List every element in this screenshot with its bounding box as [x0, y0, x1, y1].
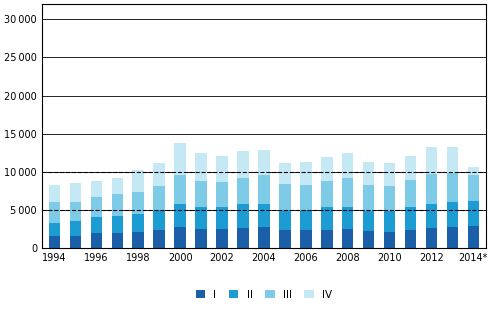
Bar	[70, 236, 81, 248]
Bar	[384, 232, 395, 248]
Bar	[154, 163, 165, 186]
Bar	[112, 195, 123, 216]
Bar	[90, 181, 102, 197]
Bar	[363, 185, 374, 211]
Bar	[70, 183, 81, 202]
Bar	[49, 185, 60, 202]
Bar	[342, 178, 354, 207]
Bar	[174, 227, 186, 248]
Bar	[321, 230, 332, 248]
Bar	[363, 211, 374, 231]
Bar	[174, 175, 186, 204]
Bar	[258, 204, 270, 227]
Bar	[342, 229, 354, 248]
Bar	[258, 227, 270, 248]
Bar	[154, 210, 165, 230]
Bar	[405, 207, 416, 230]
Bar	[300, 162, 312, 185]
Bar	[174, 143, 186, 175]
Bar	[112, 233, 123, 248]
Bar	[258, 175, 270, 204]
Bar	[468, 175, 479, 201]
Bar	[216, 207, 228, 229]
Bar	[405, 180, 416, 207]
Bar	[154, 230, 165, 248]
Bar	[70, 202, 81, 221]
Bar	[363, 162, 374, 185]
Bar	[321, 157, 332, 181]
Bar	[321, 207, 332, 230]
Bar	[237, 228, 249, 248]
Bar	[132, 232, 144, 248]
Bar	[195, 181, 207, 207]
Bar	[447, 173, 458, 202]
Bar	[237, 178, 249, 204]
Bar	[49, 202, 60, 223]
Bar	[342, 207, 354, 229]
Bar	[174, 204, 186, 227]
Bar	[468, 201, 479, 226]
Bar	[426, 147, 437, 174]
Bar	[90, 233, 102, 248]
Bar	[363, 231, 374, 248]
Bar	[132, 170, 144, 192]
Bar	[426, 174, 437, 204]
Bar	[237, 151, 249, 178]
Bar	[132, 214, 144, 232]
Bar	[195, 154, 207, 181]
Bar	[49, 223, 60, 236]
Bar	[258, 150, 270, 175]
Bar	[405, 156, 416, 180]
Bar	[132, 192, 144, 214]
Bar	[405, 230, 416, 248]
Bar	[447, 202, 458, 227]
Bar	[342, 154, 354, 178]
Bar	[195, 229, 207, 248]
Bar	[279, 210, 290, 230]
Bar	[300, 230, 312, 248]
Bar	[279, 162, 290, 184]
Bar	[300, 185, 312, 211]
Bar	[237, 204, 249, 228]
Bar	[384, 211, 395, 232]
Bar	[216, 156, 228, 182]
Bar	[112, 216, 123, 233]
Bar	[384, 163, 395, 186]
Bar	[447, 227, 458, 248]
Legend: I, II, III, IV: I, II, III, IV	[196, 290, 332, 299]
Bar	[468, 167, 479, 175]
Bar	[216, 229, 228, 248]
Bar	[49, 236, 60, 248]
Bar	[279, 230, 290, 248]
Bar	[90, 197, 102, 217]
Bar	[154, 186, 165, 210]
Bar	[112, 178, 123, 195]
Bar	[384, 186, 395, 211]
Bar	[195, 207, 207, 229]
Bar	[279, 184, 290, 210]
Bar	[90, 217, 102, 233]
Bar	[426, 204, 437, 228]
Bar	[447, 147, 458, 173]
Bar	[321, 181, 332, 207]
Bar	[426, 228, 437, 248]
Bar	[216, 182, 228, 207]
Bar	[468, 226, 479, 248]
Bar	[70, 221, 81, 236]
Bar	[300, 211, 312, 230]
